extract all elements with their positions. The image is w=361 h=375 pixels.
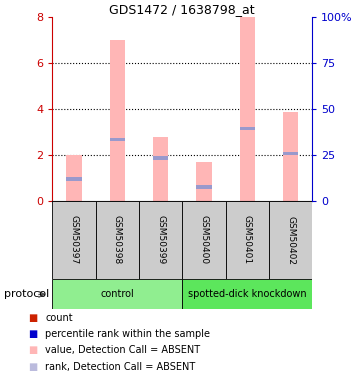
Bar bbox=[269, 201, 312, 279]
Bar bbox=[196, 185, 212, 189]
Text: rank, Detection Call = ABSENT: rank, Detection Call = ABSENT bbox=[45, 362, 195, 372]
Bar bbox=[153, 138, 168, 201]
Text: GSM50399: GSM50399 bbox=[156, 215, 165, 265]
Bar bbox=[96, 201, 139, 279]
Bar bbox=[240, 126, 255, 130]
Text: value, Detection Call = ABSENT: value, Detection Call = ABSENT bbox=[45, 345, 200, 355]
Bar bbox=[110, 138, 125, 141]
Text: GSM50398: GSM50398 bbox=[113, 215, 122, 265]
Bar bbox=[240, 17, 255, 201]
Text: GSM50402: GSM50402 bbox=[286, 216, 295, 264]
Text: GSM50397: GSM50397 bbox=[70, 215, 78, 265]
Bar bbox=[66, 177, 82, 180]
Text: percentile rank within the sample: percentile rank within the sample bbox=[45, 329, 210, 339]
Text: control: control bbox=[100, 290, 134, 299]
Bar bbox=[196, 162, 212, 201]
Bar bbox=[66, 154, 82, 201]
Bar bbox=[182, 201, 226, 279]
Bar bbox=[52, 279, 182, 309]
Bar bbox=[110, 40, 125, 201]
Text: ■: ■ bbox=[28, 345, 37, 355]
Text: GSM50401: GSM50401 bbox=[243, 215, 252, 265]
Bar bbox=[52, 201, 96, 279]
Text: GSM50400: GSM50400 bbox=[200, 215, 208, 265]
Text: spotted-dick knockdown: spotted-dick knockdown bbox=[188, 290, 306, 299]
Text: count: count bbox=[45, 313, 73, 322]
Bar bbox=[283, 152, 298, 155]
Bar bbox=[226, 201, 269, 279]
Title: GDS1472 / 1638798_at: GDS1472 / 1638798_at bbox=[109, 3, 255, 16]
Text: ■: ■ bbox=[28, 313, 37, 322]
Text: ■: ■ bbox=[28, 329, 37, 339]
Bar bbox=[283, 112, 298, 201]
Text: ■: ■ bbox=[28, 362, 37, 372]
Bar bbox=[153, 156, 168, 160]
Text: protocol: protocol bbox=[4, 290, 49, 299]
Bar bbox=[139, 201, 182, 279]
Bar bbox=[182, 279, 312, 309]
